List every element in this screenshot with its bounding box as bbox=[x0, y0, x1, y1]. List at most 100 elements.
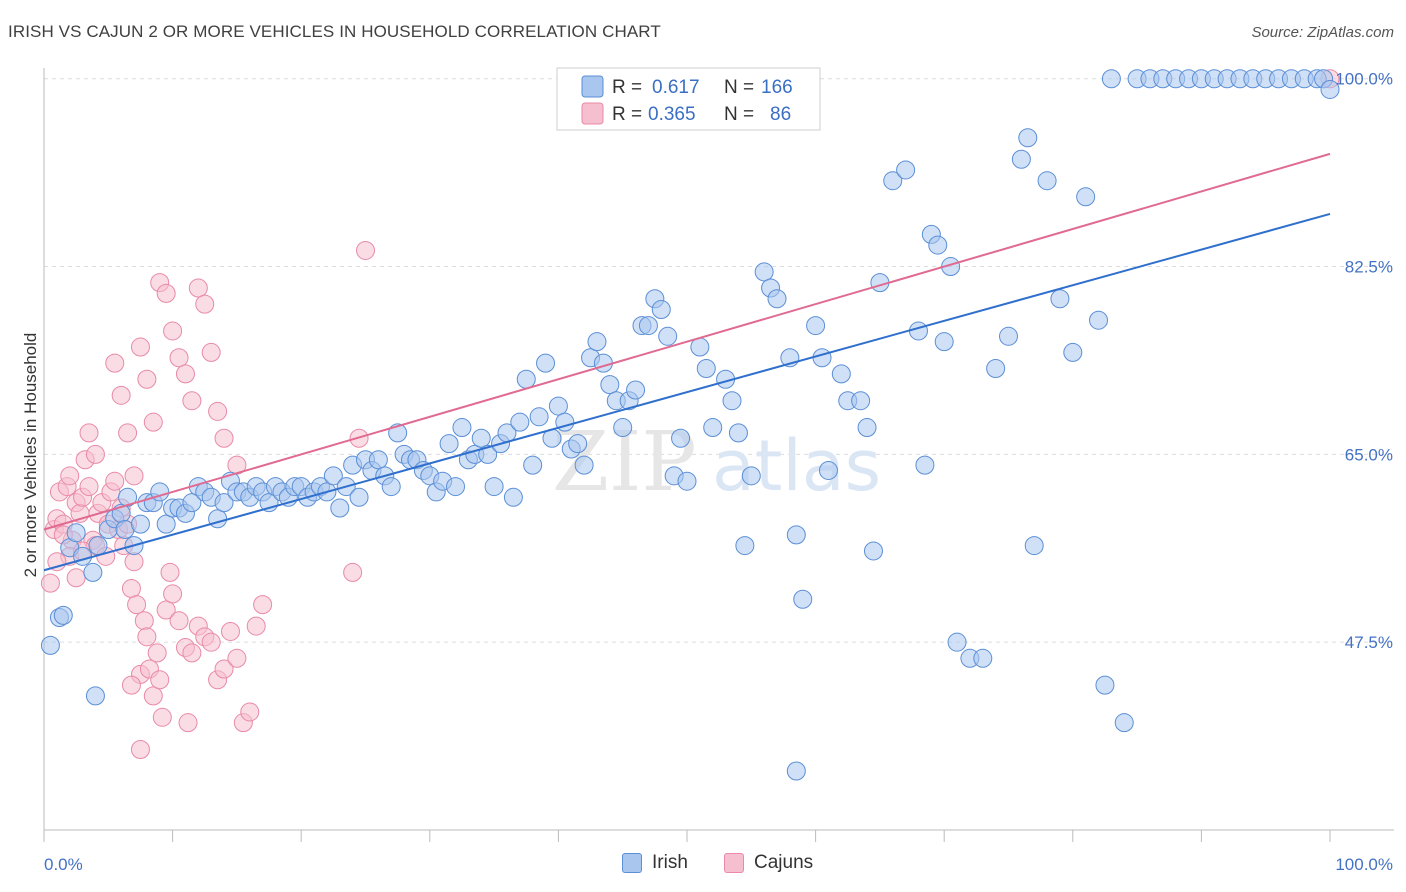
cajun-point-59 bbox=[143, 412, 163, 432]
gridlines bbox=[44, 78, 1394, 643]
cajun-point-6 bbox=[60, 466, 80, 486]
y-tick-labels: 47.5% 65.0% 82.5% 100.0% bbox=[1335, 70, 1393, 652]
irish-point-140 bbox=[1050, 289, 1070, 309]
irish-point-89 bbox=[613, 418, 633, 438]
irish-point-139 bbox=[1037, 171, 1057, 191]
irish-point-98 bbox=[671, 428, 691, 448]
cajun-point-35 bbox=[152, 707, 172, 727]
cajun-point-29 bbox=[134, 611, 154, 631]
cajun-point-20 bbox=[105, 471, 125, 491]
irish-point-112 bbox=[786, 525, 806, 545]
cajun-point-81 bbox=[178, 713, 198, 733]
cajun-point-67 bbox=[195, 294, 215, 314]
irish-point-14 bbox=[130, 514, 150, 534]
irish-point-117 bbox=[831, 364, 851, 384]
cajun-swatch bbox=[724, 853, 744, 873]
x-tick-label-min: 0.0% bbox=[44, 855, 83, 874]
irish-point-27 bbox=[214, 493, 234, 513]
irish-point-102 bbox=[703, 418, 723, 438]
irish-point-64 bbox=[452, 418, 472, 438]
irish-point-79 bbox=[548, 396, 568, 416]
bottom-legend-cajuns: Cajuns bbox=[724, 852, 813, 874]
cajun-point-34 bbox=[150, 670, 170, 690]
irish-point-91 bbox=[626, 380, 646, 400]
irish-point-131 bbox=[947, 632, 967, 652]
cajun-point-54 bbox=[111, 385, 131, 405]
cajun-point-61 bbox=[156, 283, 176, 303]
irish-point-121 bbox=[863, 541, 883, 561]
irish-point-106 bbox=[735, 536, 755, 556]
cajun-legend-label: Cajuns bbox=[754, 852, 814, 873]
irish-trendline bbox=[43, 212, 1331, 572]
cajun-point-69 bbox=[208, 401, 228, 421]
irish-point-67 bbox=[471, 428, 491, 448]
irish-point-26 bbox=[208, 509, 228, 529]
irish-point-133 bbox=[973, 648, 993, 668]
y-tick-label-3: 100.0% bbox=[1335, 70, 1393, 89]
irish-point-104 bbox=[722, 391, 742, 411]
cajun-point-30 bbox=[137, 627, 157, 647]
cajun-point-47 bbox=[220, 621, 240, 641]
legend-irish-swatch bbox=[581, 75, 604, 98]
cajun-point-72 bbox=[79, 423, 99, 443]
irish-point-136 bbox=[1011, 149, 1031, 169]
x-ticks bbox=[43, 830, 1331, 842]
irish-point-83 bbox=[574, 455, 594, 475]
legend-irish-n-value: 166 bbox=[761, 77, 793, 98]
cajun-point-80 bbox=[130, 740, 150, 760]
cajun-point-25 bbox=[121, 579, 141, 599]
irish-point-145 bbox=[1101, 69, 1121, 89]
cajun-point-52 bbox=[253, 595, 273, 615]
irish-point-126 bbox=[915, 455, 935, 475]
irish-point-73 bbox=[510, 412, 530, 432]
y-tick-label-0: 47.5% bbox=[1345, 633, 1393, 652]
irish-swatch bbox=[622, 853, 642, 873]
irish-point-72 bbox=[503, 487, 523, 507]
irish-point-119 bbox=[851, 391, 871, 411]
cajun-point-66 bbox=[188, 278, 208, 298]
irish-point-114 bbox=[806, 316, 826, 336]
legend-box: R = 0.617 N = 166 R = 0.365 N = 86 bbox=[556, 67, 821, 131]
cajun-point-79 bbox=[121, 675, 141, 695]
cajun-point-0 bbox=[40, 573, 60, 593]
irish-point-48 bbox=[349, 487, 369, 507]
cajun-trendline bbox=[43, 152, 1331, 531]
irish-point-93 bbox=[638, 316, 658, 336]
cajun-point-64 bbox=[175, 364, 195, 384]
irish-point-51 bbox=[368, 450, 388, 470]
irish-point-134 bbox=[986, 359, 1006, 379]
irish-point-22 bbox=[182, 493, 202, 513]
irish-point-120 bbox=[857, 418, 877, 438]
cajun-point-32 bbox=[143, 686, 163, 706]
cajun-point-62 bbox=[163, 321, 183, 341]
cajun-point-36 bbox=[156, 600, 176, 620]
cajun-point-53 bbox=[105, 353, 125, 373]
irish-point-144 bbox=[1095, 675, 1115, 695]
irish-point-77 bbox=[536, 353, 556, 373]
irish-point-137 bbox=[1018, 128, 1038, 148]
irish-point-12 bbox=[118, 487, 138, 507]
irish-point-82 bbox=[568, 434, 588, 454]
irish-point-7 bbox=[88, 536, 108, 556]
cajun-point-63 bbox=[169, 348, 189, 368]
irish-point-146 bbox=[1114, 713, 1134, 733]
y-tick-label-2: 82.5% bbox=[1345, 258, 1393, 277]
irish-point-135 bbox=[999, 326, 1018, 346]
legend-cajun-n-label: N = bbox=[724, 104, 754, 125]
legend-cajun-r-value: 0.365 bbox=[648, 104, 696, 125]
cajun-point-37 bbox=[160, 562, 180, 582]
cajun-point-70 bbox=[214, 428, 234, 448]
irish-point-53 bbox=[381, 477, 401, 497]
legend-cajun-n-value: 86 bbox=[770, 104, 791, 125]
cajun-point-56 bbox=[124, 466, 144, 486]
irish-point-96 bbox=[658, 326, 678, 346]
irish-point-6 bbox=[83, 562, 103, 582]
cajun-point-33 bbox=[147, 643, 167, 663]
cajun-point-75 bbox=[66, 568, 86, 588]
irish-point-86 bbox=[593, 353, 613, 373]
irish-point-74 bbox=[516, 369, 536, 389]
irish-point-125 bbox=[908, 321, 928, 341]
cajun-point-27 bbox=[127, 595, 147, 615]
y-tick-label-1: 65.0% bbox=[1345, 445, 1393, 464]
